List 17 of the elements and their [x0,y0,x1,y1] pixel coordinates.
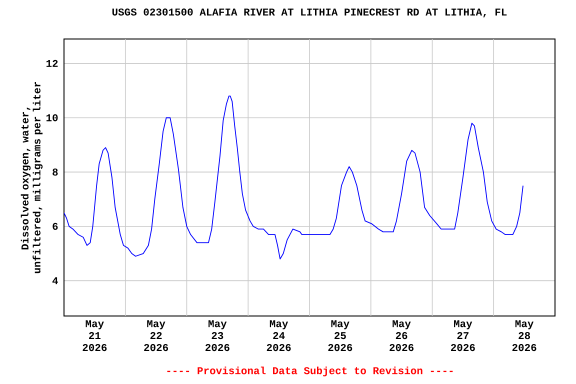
x-tick-label: May 27 2026 [451,320,475,352]
text: ---- Provisional Data Subject to Revision ---- [167,366,453,376]
x-tick-label: May 24 2026 [266,320,291,352]
x-tick-label: May 25 2026 [328,320,352,352]
x-tick-label: May 22 2026 [144,320,168,352]
x-tick-label: May 26 2026 [390,320,414,352]
line-series [64,96,524,260]
y-tick-label: 12 [46,60,58,67]
y-tick-label: 6 [52,222,58,230]
y-tick-label: 4 [52,277,58,284]
y-tick-label: 8 [52,168,58,176]
y-tick-label: 10 [46,114,58,122]
x-tick-label: May 28 2026 [512,320,536,352]
y-axis-title: Dissolved oxygen, water, unfiltered, milligrams per liter [20,82,43,274]
chart-title: USGS 02301500 ALAFIA RIVER AT LITHIA PINECREST RD AT LITHIA, FL [112,8,507,18]
x-tick-label: May 21 2026 [82,320,107,352]
x-tick-label: May 23 2026 [206,320,230,352]
